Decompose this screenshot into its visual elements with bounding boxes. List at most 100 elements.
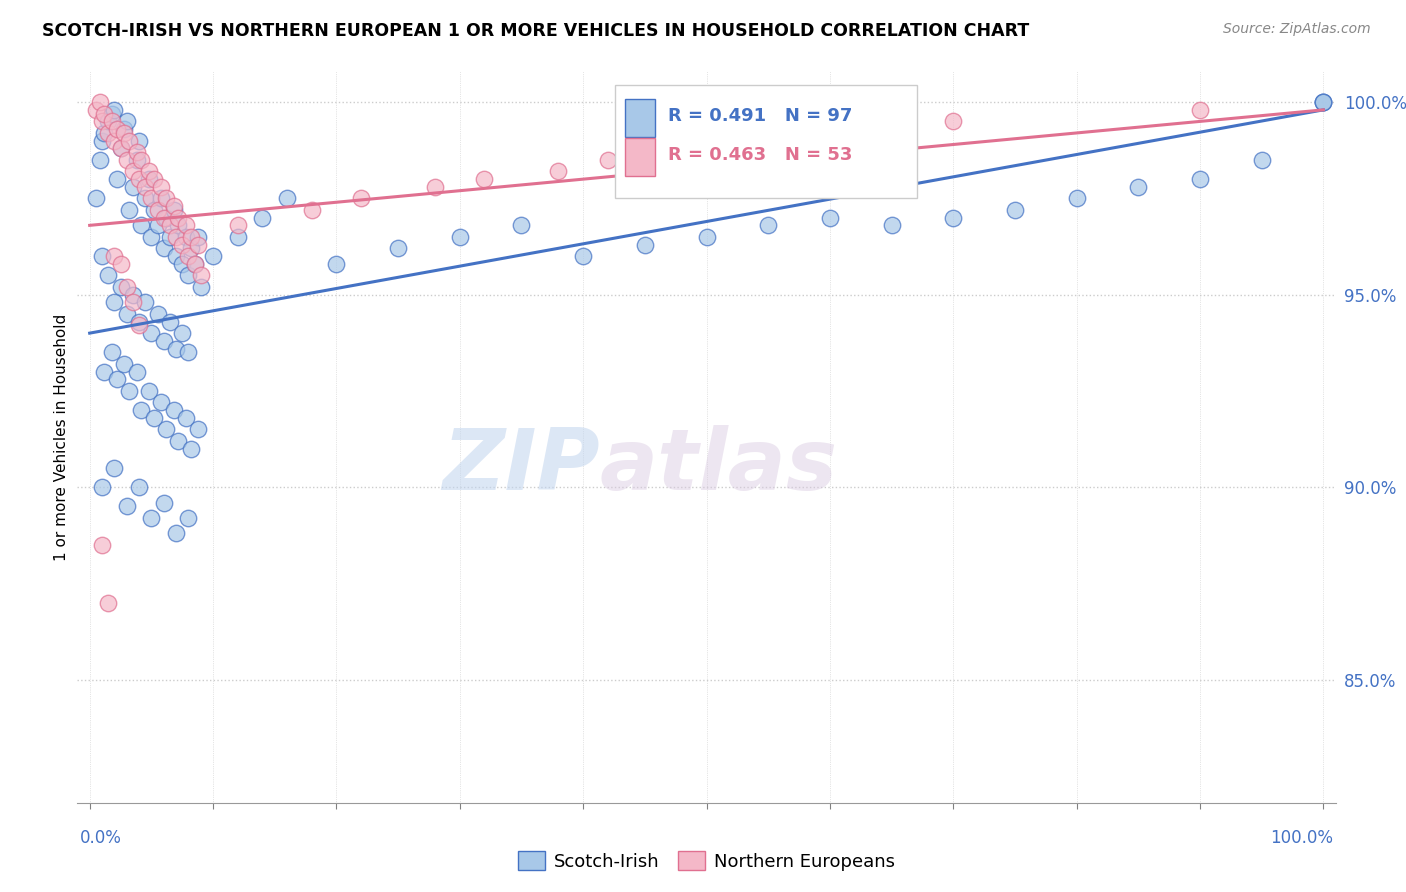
Point (125, 365, 148, 379)
Text: SCOTCH-IRISH VS NORTHERN EUROPEAN 1 OR MORE VEHICLES IN HOUSEHOLD CORRELATION CH: SCOTCH-IRISH VS NORTHERN EUROPEAN 1 OR M… (42, 22, 1029, 40)
Point (387, 242, 409, 256)
Point (131, 403, 153, 417)
Point (103, 295, 125, 310)
Point (159, 315, 181, 329)
Point (115, 153, 138, 167)
Point (180, 230, 202, 244)
Point (177, 249, 200, 263)
Point (1250, 153, 1272, 167)
Point (1188, 172, 1211, 186)
Point (190, 268, 212, 283)
Point (596, 153, 619, 167)
Point (152, 334, 174, 348)
Point (177, 345, 200, 359)
Point (128, 172, 150, 186)
Point (547, 164, 569, 178)
Point (121, 164, 143, 178)
Point (696, 230, 718, 244)
Point (187, 230, 209, 244)
Point (165, 249, 187, 263)
Point (141, 511, 163, 525)
Point (276, 191, 298, 205)
Point (172, 326, 194, 340)
Point (165, 342, 187, 356)
Point (152, 211, 174, 225)
Point (572, 249, 595, 263)
Point (155, 422, 177, 436)
Point (97, 268, 120, 283)
Point (350, 191, 373, 205)
Point (1312, 95, 1334, 110)
Point (142, 172, 165, 186)
Point (174, 410, 197, 425)
Point (112, 357, 135, 371)
Point (115, 280, 138, 294)
Point (89, 95, 111, 110)
Point (97, 596, 120, 610)
Point (89, 153, 111, 167)
Point (115, 307, 138, 321)
Point (115, 114, 138, 128)
Point (187, 237, 209, 252)
Point (141, 326, 163, 340)
Point (942, 211, 965, 225)
Point (325, 257, 347, 271)
Point (162, 403, 184, 417)
Point (152, 495, 174, 509)
Point (110, 257, 132, 271)
Point (101, 114, 124, 128)
Point (1312, 95, 1334, 110)
Point (202, 249, 225, 263)
Point (118, 384, 141, 398)
Y-axis label: 1 or more Vehicles in Household: 1 or more Vehicles in Household (53, 313, 69, 561)
Point (110, 141, 132, 155)
Point (449, 230, 471, 244)
Point (142, 202, 165, 217)
Point (174, 230, 197, 244)
Point (150, 191, 173, 205)
Text: Source: ZipAtlas.com: Source: ZipAtlas.com (1223, 22, 1371, 37)
Point (1004, 202, 1026, 217)
Point (91, 538, 114, 552)
Point (138, 384, 160, 398)
Point (93, 126, 115, 140)
Point (128, 318, 150, 333)
Point (818, 211, 841, 225)
Text: R = 0.491   N = 97: R = 0.491 N = 97 (668, 107, 852, 125)
Point (112, 126, 135, 140)
Point (110, 280, 132, 294)
Point (172, 257, 194, 271)
Point (942, 114, 965, 128)
Point (141, 191, 163, 205)
Point (150, 395, 173, 409)
Point (115, 500, 138, 514)
Point (128, 315, 150, 329)
FancyBboxPatch shape (614, 85, 917, 198)
Point (112, 122, 135, 136)
Point (91, 480, 114, 494)
Point (101, 106, 124, 120)
Point (162, 202, 184, 217)
Text: atlas: atlas (599, 425, 838, 508)
Point (172, 237, 194, 252)
Point (1188, 103, 1211, 117)
Point (190, 280, 212, 294)
Point (150, 179, 173, 194)
Text: 0.0%: 0.0% (80, 829, 122, 847)
Point (125, 153, 148, 167)
Point (138, 164, 160, 178)
Point (177, 268, 200, 283)
Point (167, 219, 190, 233)
Point (634, 237, 657, 252)
Point (180, 242, 202, 256)
Point (146, 219, 169, 233)
Point (103, 103, 125, 117)
Point (696, 134, 718, 148)
Point (162, 199, 184, 213)
Point (183, 257, 205, 271)
Point (474, 172, 496, 186)
Point (131, 153, 153, 167)
Point (142, 410, 165, 425)
Point (301, 202, 323, 217)
Point (183, 257, 205, 271)
